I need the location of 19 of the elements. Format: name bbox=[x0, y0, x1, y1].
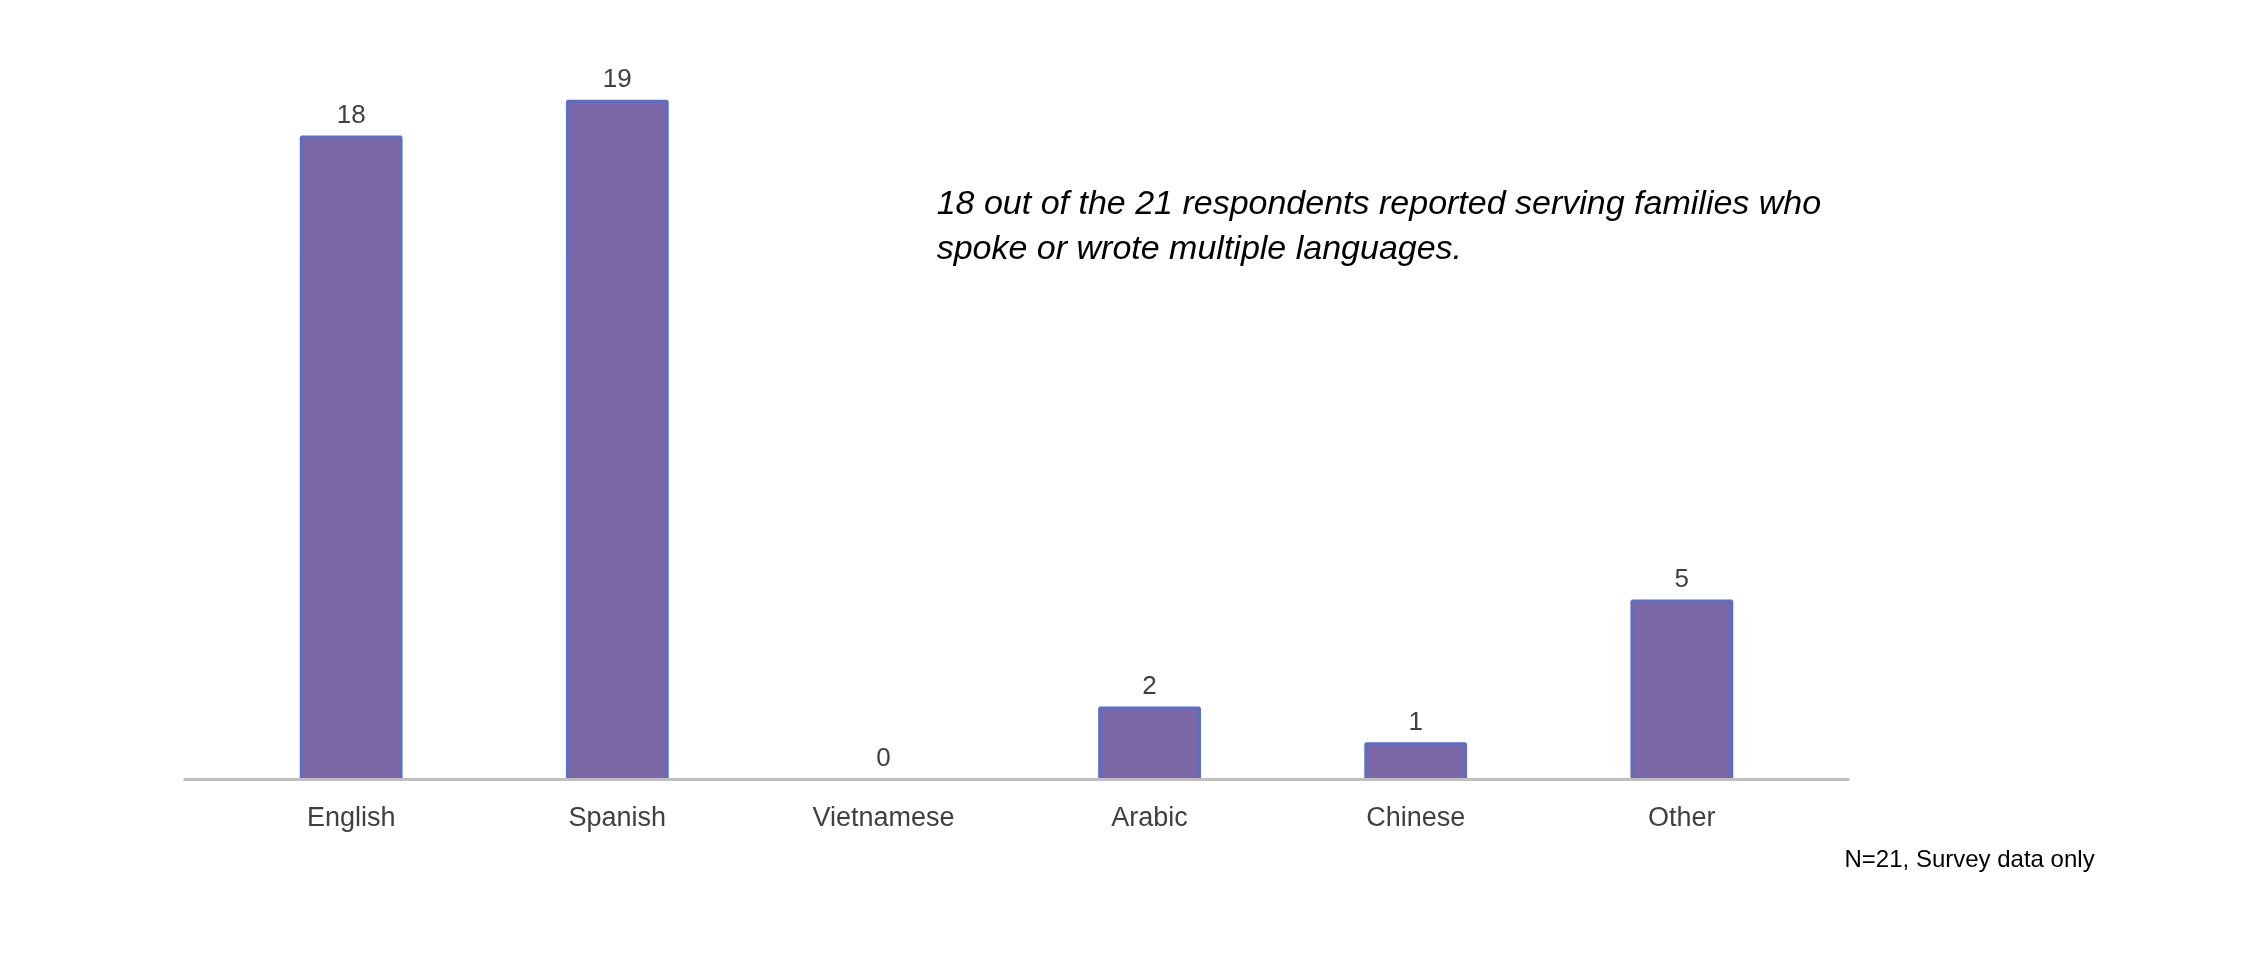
x-tick-label: Vietnamese bbox=[812, 801, 955, 832]
x-tick-label: Other bbox=[1648, 801, 1716, 832]
data-label: 0 bbox=[876, 741, 891, 772]
text: N=21, Survey data only bbox=[1844, 845, 2095, 872]
data-label: 18 bbox=[336, 98, 366, 129]
x-tick-label: Chinese bbox=[1366, 801, 1466, 832]
x-tick-label: Arabic bbox=[1111, 801, 1188, 832]
x-tick-label: English bbox=[306, 801, 396, 832]
bar bbox=[565, 99, 669, 781]
annotation: 18 out of the 21 respondents reported serving families who spoke or wrote multiple languages. bbox=[936, 182, 1822, 267]
x-tick-label: Spanish bbox=[568, 801, 667, 832]
bar bbox=[1364, 742, 1468, 781]
data-label: 1 bbox=[1408, 705, 1423, 736]
bar bbox=[299, 135, 403, 781]
bar bbox=[1630, 599, 1734, 781]
bar bbox=[1098, 706, 1201, 781]
data-label: 5 bbox=[1674, 563, 1690, 593]
data-label: 19 bbox=[602, 63, 632, 94]
data-label: 2 bbox=[1142, 670, 1157, 701]
